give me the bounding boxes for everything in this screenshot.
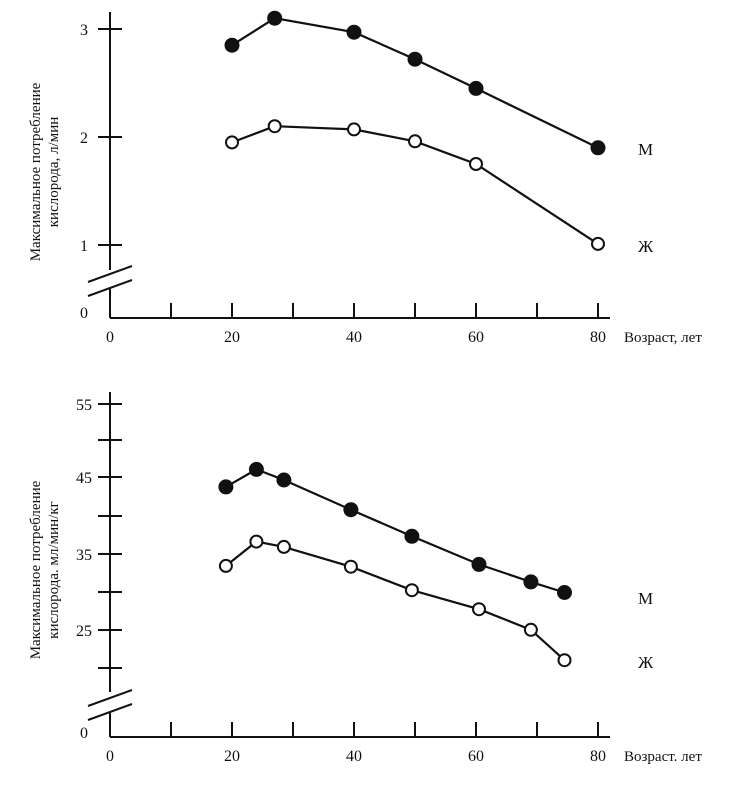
top-x-tick-label-60: 60 <box>468 329 484 346</box>
top-point-m <box>590 140 606 156</box>
bottom-y-axis-title-line1: Максимальное потребление <box>28 480 44 659</box>
chart-bottom: 55 45 35 25 0 0 20 40 60 80 Возраст. лет… <box>28 392 702 765</box>
bottom-y-axis-title-line2: кислорода. мл/мин/кг <box>46 501 62 639</box>
top-series-line-zh <box>231 125 599 245</box>
top-point-zh <box>225 135 239 150</box>
bottom-point-zh <box>343 559 358 574</box>
top-axis-break-mark <box>87 279 133 297</box>
bottom-point-zh <box>249 534 264 549</box>
bottom-y-tick-label-55: 55 <box>76 397 92 414</box>
bottom-y-tick-label-25: 25 <box>76 623 92 640</box>
bottom-point-m <box>523 574 539 590</box>
bottom-x-tick-label-0: 0 <box>106 748 114 765</box>
top-series <box>224 10 606 251</box>
bottom-point-m <box>248 461 264 477</box>
top-y-tick-labels: 3 2 1 0 <box>80 22 88 322</box>
top-x-axis-title: Возраст, лет <box>624 330 702 346</box>
bottom-series-line-m <box>225 468 565 594</box>
top-y-tick-label-1: 1 <box>80 238 88 255</box>
top-y-axis-title-group: Максимальное потребление кислорода, л/ми… <box>28 82 62 261</box>
bottom-series-label-zh: Ж <box>638 653 654 672</box>
bottom-y-tick-label-35: 35 <box>76 547 92 564</box>
bottom-x-tick-label-60: 60 <box>468 748 484 765</box>
top-y-axis-title-line2: кислорода, л/мин <box>46 117 62 228</box>
bottom-x-tick-label-40: 40 <box>346 748 362 765</box>
bottom-point-m <box>471 556 487 572</box>
top-x-tick-label-80: 80 <box>590 329 606 346</box>
top-y-tick-label-2: 2 <box>80 130 88 147</box>
top-series-line-m <box>231 17 599 149</box>
bottom-series-label-m: М <box>638 589 653 608</box>
bottom-point-zh <box>523 622 538 637</box>
top-point-zh <box>408 134 422 149</box>
bottom-x-ticks <box>170 722 599 737</box>
top-y-ticks <box>98 28 122 246</box>
bottom-y-tick-label-0: 0 <box>80 725 88 742</box>
bottom-y-axis-title-group: Максимальное потребление кислорода. мл/м… <box>28 480 62 659</box>
bottom-point-zh <box>557 653 572 668</box>
top-axis-break-mark <box>87 265 133 283</box>
bottom-series-line-zh <box>225 540 566 662</box>
bottom-point-m <box>343 502 359 518</box>
top-point-m <box>267 10 283 26</box>
bottom-point-m <box>276 472 292 488</box>
bottom-point-zh <box>404 583 419 598</box>
top-point-m <box>468 80 484 96</box>
top-point-zh <box>267 119 282 134</box>
bottom-point-zh <box>276 539 291 554</box>
top-x-tick-labels: 0 20 40 60 80 <box>106 329 606 346</box>
bottom-y-ticks <box>98 403 122 669</box>
bottom-point-zh <box>472 602 486 617</box>
top-point-zh <box>591 236 605 251</box>
top-point-m <box>407 51 423 67</box>
bottom-x-tick-label-80: 80 <box>590 748 606 765</box>
top-series-label-m: М <box>638 140 653 159</box>
bottom-x-tick-label-20: 20 <box>224 748 240 765</box>
top-y-tick-label-3: 3 <box>80 22 88 39</box>
bottom-axis-break-mark <box>87 689 133 707</box>
bottom-x-tick-labels: 0 20 40 60 80 <box>106 748 606 765</box>
top-point-m <box>346 24 362 40</box>
top-y-axis-title-line1: Максимальное потребление <box>28 82 44 261</box>
top-x-tick-label-40: 40 <box>346 329 362 346</box>
bottom-y-tick-label-45: 45 <box>76 470 92 487</box>
bottom-x-axis-title: Возраст. лет <box>624 749 702 765</box>
bottom-point-m <box>218 479 234 495</box>
top-point-zh <box>347 122 361 137</box>
top-series-label-zh: Ж <box>638 237 654 256</box>
bottom-y-axis <box>87 392 133 737</box>
bottom-point-m <box>404 528 420 544</box>
top-point-zh <box>469 157 483 171</box>
top-x-tick-label-20: 20 <box>224 329 240 346</box>
bottom-point-m <box>557 585 572 600</box>
bottom-y-tick-labels: 55 45 35 25 0 <box>76 397 92 742</box>
chart-top: 3 2 1 0 0 20 40 60 80 Возраст, лет Макси… <box>28 10 702 346</box>
bottom-series <box>218 461 572 668</box>
top-x-ticks <box>170 303 599 318</box>
bottom-axis-break-mark <box>87 703 133 721</box>
bottom-point-zh <box>218 558 233 573</box>
top-y-axis <box>87 12 133 318</box>
top-x-tick-label-0: 0 <box>106 329 114 346</box>
top-y-tick-label-0: 0 <box>80 305 88 322</box>
top-point-m <box>224 37 240 53</box>
